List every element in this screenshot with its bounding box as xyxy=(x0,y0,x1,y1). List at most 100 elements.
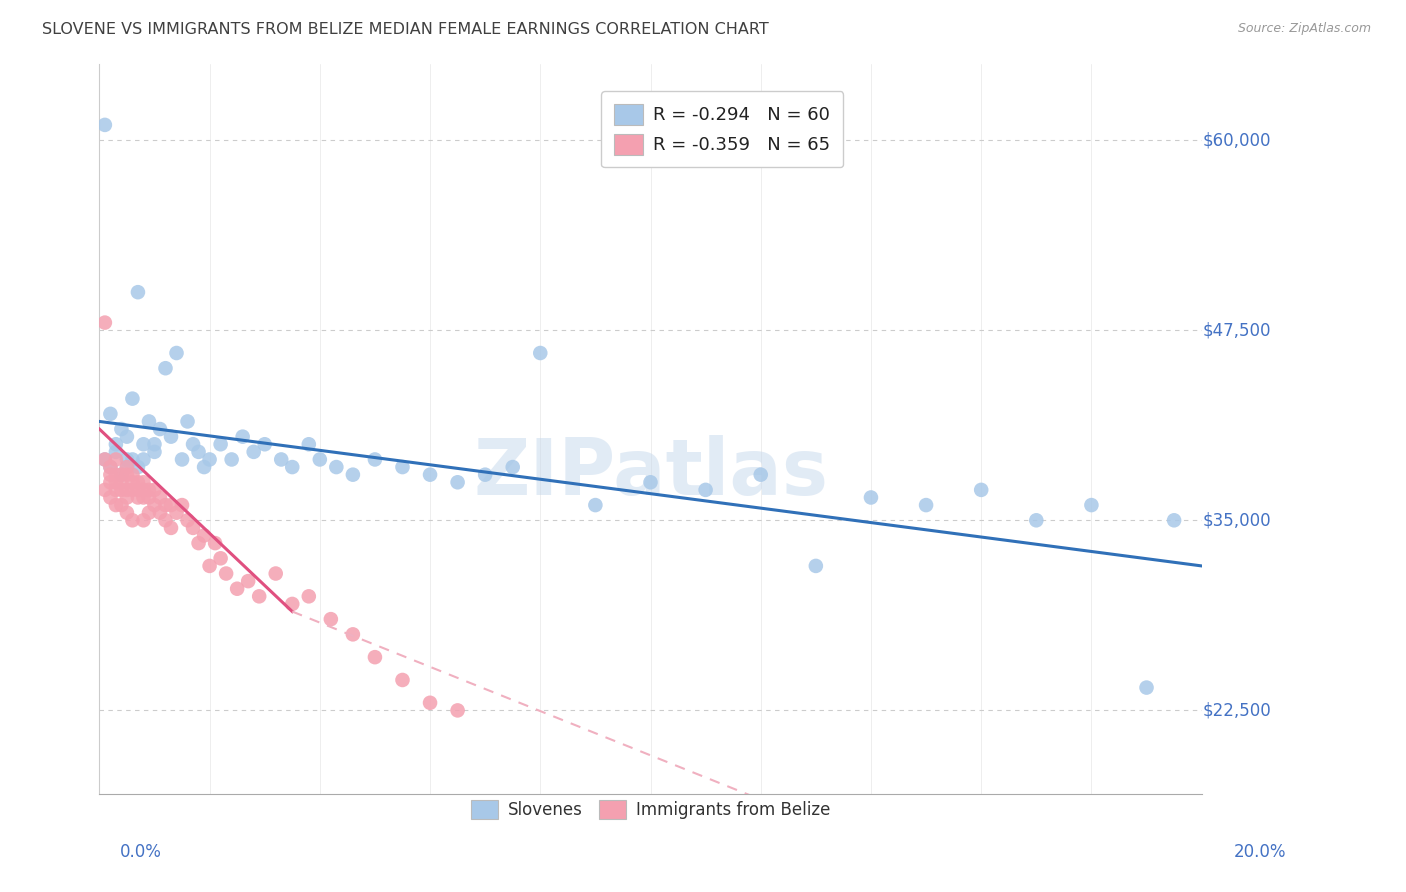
Point xyxy=(342,627,364,641)
Point xyxy=(149,506,172,520)
Point xyxy=(155,513,177,527)
Point xyxy=(187,445,209,459)
Point xyxy=(155,361,177,376)
Point xyxy=(155,498,177,512)
Point xyxy=(364,650,387,665)
Point xyxy=(138,506,160,520)
Point xyxy=(640,475,662,490)
Point xyxy=(149,422,172,436)
Point xyxy=(132,491,155,505)
Point xyxy=(446,475,468,490)
Point xyxy=(804,558,827,573)
Point xyxy=(94,118,117,132)
Point xyxy=(115,430,138,444)
Point xyxy=(132,437,155,451)
Point xyxy=(915,498,938,512)
Legend: Slovenes, Immigrants from Belize: Slovenes, Immigrants from Belize xyxy=(464,793,837,826)
Point xyxy=(502,460,524,475)
Point xyxy=(342,467,364,482)
Point xyxy=(115,460,138,475)
Point xyxy=(253,437,276,451)
Point xyxy=(198,558,221,573)
Point xyxy=(104,437,127,451)
Point xyxy=(127,475,149,490)
Point xyxy=(170,498,193,512)
Point xyxy=(110,467,132,482)
Point xyxy=(298,590,321,604)
Point xyxy=(226,582,249,596)
Point xyxy=(138,414,160,428)
Text: $60,000: $60,000 xyxy=(1202,131,1271,149)
Point xyxy=(100,475,122,490)
Point xyxy=(232,430,254,444)
Point xyxy=(115,467,138,482)
Point xyxy=(104,445,127,459)
Point xyxy=(181,437,204,451)
Point xyxy=(281,460,304,475)
Point xyxy=(127,491,149,505)
Point xyxy=(529,346,551,360)
Point xyxy=(138,483,160,497)
Point xyxy=(1135,681,1157,695)
Text: $35,000: $35,000 xyxy=(1202,511,1271,529)
Point xyxy=(100,491,122,505)
Point xyxy=(127,483,149,497)
Point xyxy=(160,521,183,535)
Point xyxy=(204,536,226,550)
Point xyxy=(110,422,132,436)
Point xyxy=(1163,513,1185,527)
Point xyxy=(132,483,155,497)
Point xyxy=(127,285,149,300)
Point xyxy=(143,445,166,459)
Point xyxy=(170,452,193,467)
Point xyxy=(160,430,183,444)
Text: Source: ZipAtlas.com: Source: ZipAtlas.com xyxy=(1237,22,1371,36)
Text: SLOVENE VS IMMIGRANTS FROM BELIZE MEDIAN FEMALE EARNINGS CORRELATION CHART: SLOVENE VS IMMIGRANTS FROM BELIZE MEDIAN… xyxy=(42,22,769,37)
Text: 0.0%: 0.0% xyxy=(120,843,162,861)
Point xyxy=(325,460,347,475)
Point xyxy=(160,498,183,512)
Point xyxy=(115,491,138,505)
Point xyxy=(100,467,122,482)
Point xyxy=(100,460,122,475)
Point xyxy=(121,452,143,467)
Point xyxy=(281,597,304,611)
Point xyxy=(193,528,215,542)
Point xyxy=(446,703,468,717)
Point xyxy=(100,460,122,475)
Point xyxy=(970,483,993,497)
Point xyxy=(104,483,127,497)
Point xyxy=(132,452,155,467)
Point xyxy=(859,491,882,505)
Point xyxy=(138,491,160,505)
Point xyxy=(149,491,172,505)
Point xyxy=(695,483,717,497)
Text: 20.0%: 20.0% xyxy=(1234,843,1286,861)
Point xyxy=(104,498,127,512)
Point xyxy=(100,407,122,421)
Point xyxy=(115,483,138,497)
Point xyxy=(209,551,232,566)
Point xyxy=(94,452,117,467)
Point xyxy=(132,513,155,527)
Point xyxy=(238,574,260,588)
Point xyxy=(110,498,132,512)
Point xyxy=(115,460,138,475)
Point xyxy=(391,673,413,687)
Point xyxy=(364,452,387,467)
Point xyxy=(143,437,166,451)
Point xyxy=(94,316,117,330)
Point xyxy=(1080,498,1102,512)
Point xyxy=(104,467,127,482)
Point xyxy=(198,452,221,467)
Point xyxy=(132,475,155,490)
Point xyxy=(143,498,166,512)
Point xyxy=(121,475,143,490)
Point xyxy=(166,506,188,520)
Point xyxy=(298,437,321,451)
Point xyxy=(270,452,292,467)
Point xyxy=(94,452,117,467)
Point xyxy=(749,467,772,482)
Point xyxy=(104,475,127,490)
Point xyxy=(127,460,149,475)
